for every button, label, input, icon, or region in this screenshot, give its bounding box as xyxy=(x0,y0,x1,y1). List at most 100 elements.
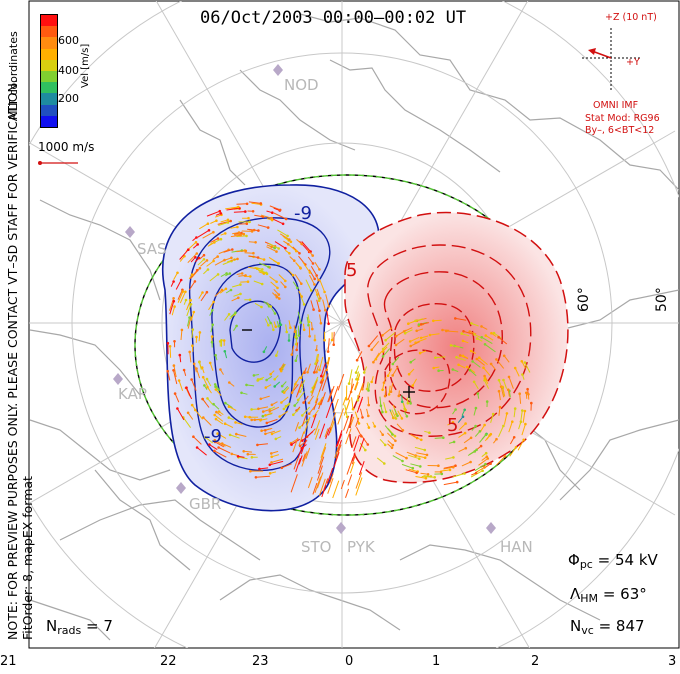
velocity-vector-origin xyxy=(265,271,268,275)
latitude-label-60: 60° xyxy=(576,287,592,312)
velocity-vector-origin xyxy=(276,286,279,290)
velocity-vector-origin xyxy=(300,282,303,286)
velocity-vector xyxy=(222,260,232,265)
velocity-vector-origin xyxy=(382,381,386,385)
velocity-vector xyxy=(319,278,326,293)
velocity-vector xyxy=(356,426,362,437)
velocity-vector xyxy=(269,205,281,211)
velocity-vector xyxy=(187,317,190,327)
positive-cell-contour-3 xyxy=(383,271,503,409)
velocity-vector-origin xyxy=(250,230,254,233)
velocity-vector xyxy=(385,332,396,341)
velocity-vector xyxy=(478,458,489,466)
velocity-vector-origin xyxy=(463,431,467,435)
velocity-vector-origin xyxy=(214,353,217,357)
velocity-vector-origin xyxy=(181,290,185,293)
velocity-vector-origin xyxy=(250,408,253,411)
velocity-vector-origin xyxy=(454,408,457,411)
velocity-vector-origin xyxy=(212,230,215,234)
velocity-vector xyxy=(336,433,343,447)
positive-cell-outer xyxy=(344,211,569,484)
velocity-vector xyxy=(301,431,314,441)
velocity-vector xyxy=(291,438,300,446)
velocity-vector xyxy=(479,434,487,443)
velocity-vector-origin xyxy=(318,368,321,372)
velocity-vector-origin xyxy=(295,249,298,253)
velocity-vector-origin xyxy=(231,248,234,251)
velocity-vector-origin xyxy=(236,225,239,229)
velocity-vector-origin xyxy=(264,432,267,436)
velocity-vector-origin xyxy=(285,330,289,334)
velocity-vector xyxy=(257,443,268,446)
velocity-vector-origin xyxy=(306,371,309,374)
velocity-vector-origin xyxy=(172,364,176,367)
velocity-vector-origin xyxy=(484,451,488,455)
velocity-vector xyxy=(356,351,363,361)
velocity-vector xyxy=(269,406,280,412)
velocity-vector-origin xyxy=(432,319,435,323)
velocity-vector-origin xyxy=(242,450,245,453)
velocity-vector-origin xyxy=(208,361,212,365)
velocity-vector-origin xyxy=(279,368,282,371)
velocity-vector-origin xyxy=(325,368,329,372)
velocity-vector-origin xyxy=(405,415,409,418)
velocity-vector-origin xyxy=(250,418,253,422)
velocity-vector xyxy=(174,393,180,403)
nvc-value: = 847 xyxy=(598,617,645,635)
velocity-vector-origin xyxy=(320,374,323,378)
velocity-vector-origin xyxy=(278,208,282,212)
velocity-vector xyxy=(342,396,347,406)
station-marker-nod xyxy=(273,64,283,76)
velocity-vector xyxy=(305,447,311,459)
velocity-vector xyxy=(177,289,183,300)
velocity-vector xyxy=(443,466,454,470)
velocity-vector-origin xyxy=(282,391,286,394)
velocity-vector xyxy=(348,369,353,384)
velocity-vector-origin xyxy=(480,325,483,328)
velocity-vector-origin xyxy=(423,456,427,460)
velocity-vector-origin xyxy=(437,464,440,468)
velocity-vector xyxy=(351,397,354,410)
velocity-vector xyxy=(392,356,400,365)
velocity-vector xyxy=(310,265,318,276)
nrads-subscript: rads xyxy=(57,624,82,637)
velocity-vector-origin xyxy=(299,321,302,324)
velocity-vector xyxy=(297,384,302,395)
velocity-vector xyxy=(484,380,490,389)
cross-polar-potential: Φpc = 54 kV xyxy=(568,551,658,571)
velocity-vector xyxy=(236,235,247,237)
velocity-vector xyxy=(345,428,352,445)
velocity-vector xyxy=(229,434,240,439)
velocity-vector-origin xyxy=(311,262,315,265)
velocity-vector-origin xyxy=(523,409,527,413)
velocity-vector xyxy=(415,338,427,344)
velocity-vector-origin xyxy=(465,365,469,369)
velocity-vector xyxy=(169,346,172,358)
velocity-vector-origin xyxy=(323,290,326,294)
velocity-vector-origin xyxy=(468,368,472,372)
nvc-symbol: N xyxy=(570,617,582,635)
velocity-vector-origin xyxy=(273,246,277,250)
velocity-vector-origin xyxy=(428,333,432,337)
velocity-vector-origin xyxy=(227,313,231,316)
velocity-vector-origin xyxy=(226,221,230,224)
velocity-vector xyxy=(308,395,314,404)
phi-subscript: pc xyxy=(579,558,593,571)
velocity-vector-origin xyxy=(290,443,293,446)
velocity-vector-origin xyxy=(390,446,394,450)
velocity-vector xyxy=(171,306,176,316)
velocity-vector xyxy=(314,390,320,404)
velocity-vector xyxy=(319,423,326,439)
velocity-vector-origin xyxy=(186,411,190,415)
preview-note: NOTE: FOR PREVIEW PURPOSES ONLY. PLEASE … xyxy=(5,79,20,640)
velocity-vector xyxy=(196,368,201,379)
velocity-vector-origin xyxy=(383,394,387,398)
velocity-vector-origin xyxy=(452,440,456,444)
velocity-vector-origin xyxy=(302,303,306,306)
velocity-vector xyxy=(354,411,360,424)
velocity-vector-origin xyxy=(445,329,448,333)
velocity-vector-origin xyxy=(265,421,269,425)
velocity-vector-origin xyxy=(281,222,285,226)
velocity-vector xyxy=(258,406,269,410)
velocity-vector xyxy=(265,430,276,435)
